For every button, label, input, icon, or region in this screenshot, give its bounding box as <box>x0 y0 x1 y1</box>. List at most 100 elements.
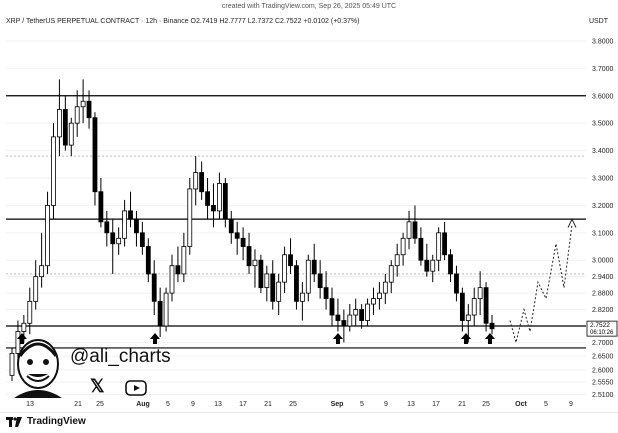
arrow-up-icon <box>461 333 471 344</box>
candle <box>424 259 430 272</box>
candle <box>359 309 365 321</box>
candle <box>86 100 92 119</box>
candle <box>341 320 347 327</box>
price-badge-countdown: 06:10:26 <box>590 330 614 336</box>
candle <box>329 298 335 316</box>
y-tick-label: 3.2000 <box>592 203 614 210</box>
candle <box>9 353 15 376</box>
arrow-up-icon <box>333 333 343 344</box>
candle <box>323 287 329 299</box>
candle <box>270 273 276 302</box>
candle <box>74 106 80 124</box>
x-tick-label: 21 <box>264 401 272 408</box>
candle <box>51 136 56 206</box>
y-tick-label: 3.0000 <box>592 258 614 265</box>
candle <box>311 259 317 275</box>
candle <box>477 287 483 299</box>
x-tick-label: 5 <box>166 401 170 408</box>
candle <box>45 205 50 267</box>
candle <box>62 109 68 146</box>
candle <box>335 314 341 321</box>
y-tick-label: 3.3000 <box>592 176 614 183</box>
tradingview-logo-icon <box>6 416 22 427</box>
candle <box>187 188 193 247</box>
candle <box>454 273 459 294</box>
candle <box>317 273 323 289</box>
arrow-up-icon <box>150 333 160 344</box>
candle <box>365 303 370 321</box>
symbol-label[interactable]: XRP / TetherUS PERPETUAL CONTRACT · 12h … <box>6 18 189 25</box>
candle <box>406 221 412 239</box>
avatar-cartoon-icon <box>14 339 62 398</box>
candle <box>139 232 145 247</box>
y-tick-label: 3.5000 <box>592 121 614 128</box>
candle <box>39 265 45 278</box>
ohlc-readout: O2.7419 H2.7777 L2.7372 C2.7522 +0.0102 … <box>190 18 360 25</box>
arrow-up-icon <box>485 333 495 344</box>
candle <box>347 314 353 327</box>
candle <box>134 218 139 234</box>
candle <box>157 300 163 327</box>
candle <box>193 172 199 190</box>
candle <box>377 292 382 299</box>
y-tick-label: 2.9400 <box>592 274 614 281</box>
candle <box>288 254 293 267</box>
candle <box>163 292 169 327</box>
y-tick-label: 3.7000 <box>592 66 614 73</box>
currency-label: USDT <box>588 18 608 25</box>
x-tick-label: 21 <box>74 401 82 408</box>
candle <box>489 322 495 330</box>
candle <box>382 281 388 294</box>
candle <box>92 117 98 193</box>
candle <box>110 232 116 245</box>
candle <box>459 292 465 321</box>
candle <box>483 287 489 324</box>
candle <box>222 183 228 220</box>
candle <box>258 259 264 289</box>
candle <box>98 191 104 223</box>
candle <box>234 232 240 239</box>
candle <box>430 259 436 272</box>
x-logo-icon[interactable]: 𝕏 <box>90 376 105 396</box>
youtube-icon[interactable] <box>125 380 147 396</box>
x-tick-label: 9 <box>384 401 388 408</box>
candle <box>276 281 282 302</box>
arrow-up-icon <box>17 333 27 344</box>
x-tick-label: 5 <box>544 401 548 408</box>
candle <box>116 237 122 245</box>
candle <box>282 254 287 283</box>
candle <box>294 265 299 302</box>
x-tick-label: Aug <box>136 401 150 408</box>
candle <box>442 232 447 256</box>
candle <box>145 246 151 275</box>
x-tick-label: 13 <box>26 401 34 408</box>
candle <box>465 314 471 321</box>
x-tick-label: Oct <box>515 401 527 408</box>
candle <box>448 254 453 275</box>
y-tick-label: 3.8000 <box>592 38 614 45</box>
candle <box>252 259 258 267</box>
symbol-header: XRP / TetherUS PERPETUAL CONTRACT · 12h … <box>6 18 359 25</box>
x-tick-label: 25 <box>482 401 490 408</box>
x-tick-label: 9 <box>569 401 573 408</box>
y-tick-label: 3.4000 <box>592 148 614 155</box>
y-tick-label: 3.6000 <box>592 93 614 100</box>
x-tick-label: 17 <box>432 401 440 408</box>
candle <box>217 183 222 212</box>
tradingview-brand[interactable]: TradingView <box>6 416 86 427</box>
y-tick-label: 2.7000 <box>592 340 614 347</box>
candle <box>264 273 270 289</box>
y-tick-label: 2.6000 <box>592 367 614 374</box>
candle <box>181 246 187 275</box>
x-tick-label: 9 <box>191 401 195 408</box>
brand-name: TradingView <box>27 416 86 427</box>
y-tick-label: 2.8800 <box>592 291 614 298</box>
projection-arrowhead <box>567 217 577 228</box>
candle <box>122 210 127 239</box>
candle <box>436 232 442 261</box>
y-tick-label: 3.1000 <box>592 230 614 237</box>
x-tick-label: 25 <box>289 401 297 408</box>
projection-path <box>509 224 573 345</box>
